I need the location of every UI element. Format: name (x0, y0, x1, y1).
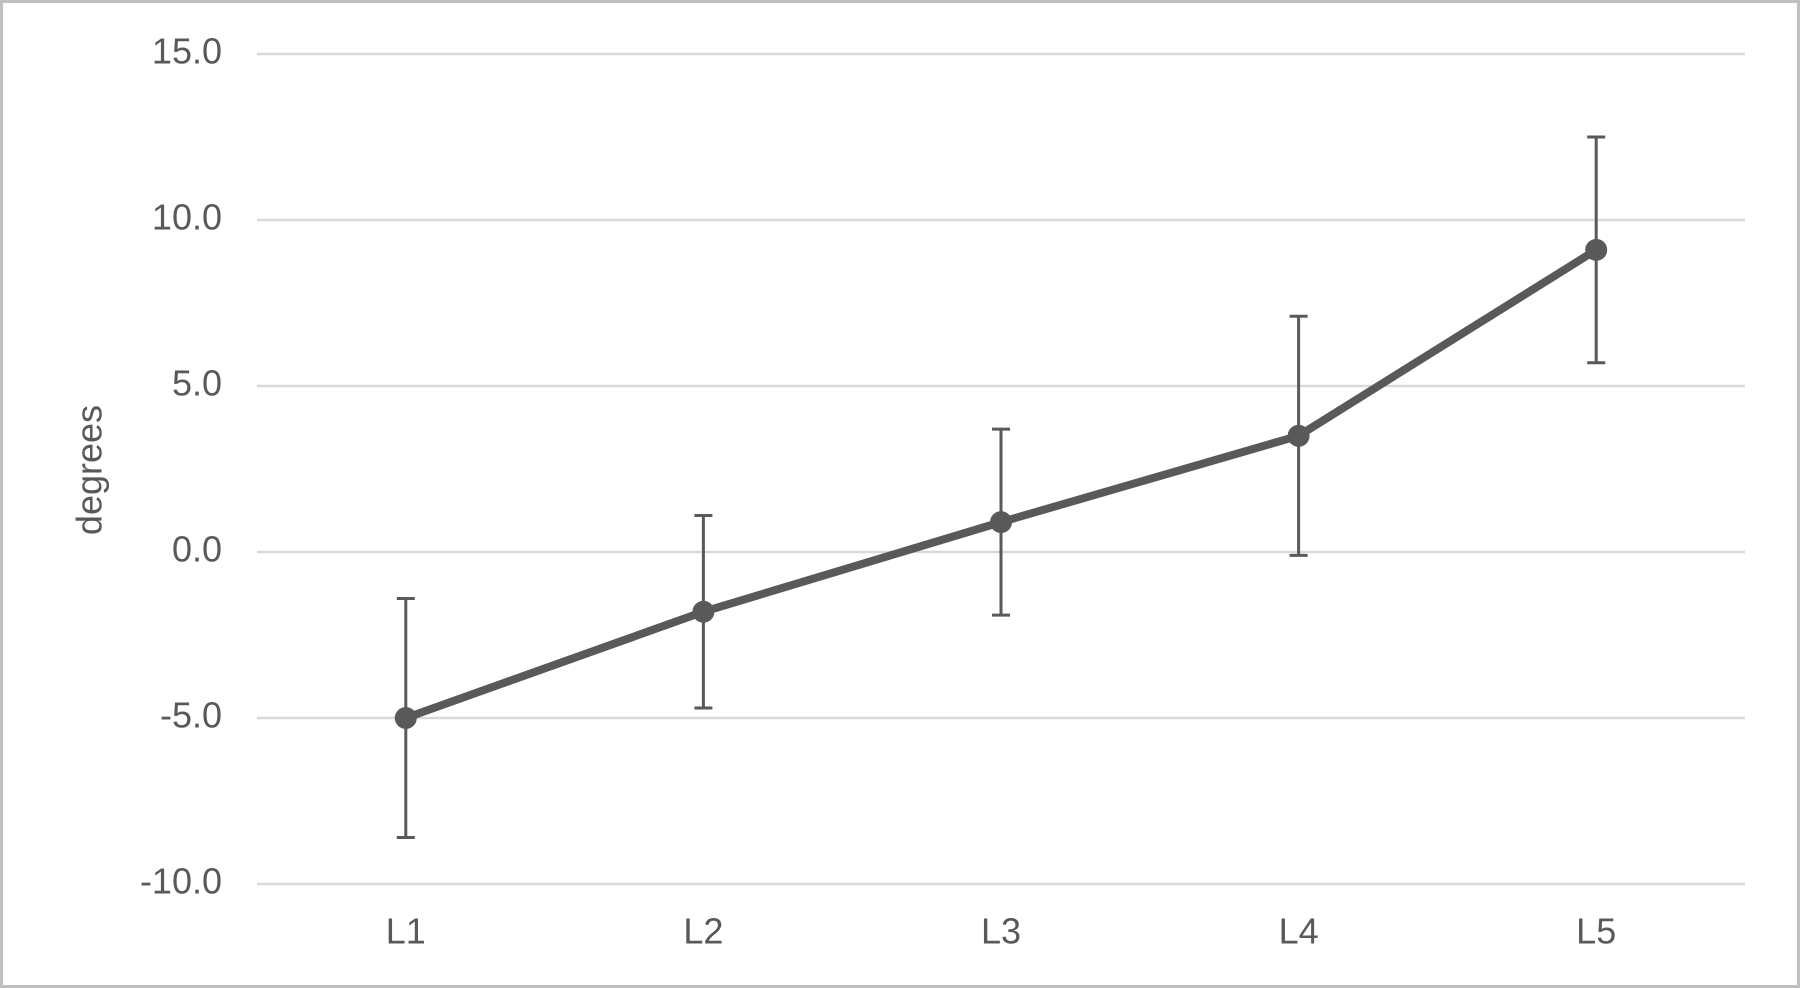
x-tick-label: L2 (683, 911, 723, 952)
y-tick-label: 10.0 (152, 197, 222, 238)
y-tick-label: 5.0 (172, 363, 222, 404)
x-tick-label: L4 (1279, 911, 1319, 952)
data-point (990, 511, 1012, 534)
y-tick-label: 15.0 (152, 31, 222, 72)
data-point (394, 707, 417, 729)
data-point (1585, 238, 1608, 261)
x-tick-label: L5 (1576, 911, 1616, 952)
y-tick-label: -5.0 (160, 695, 222, 736)
x-tick-label: L3 (981, 911, 1021, 952)
data-point (692, 600, 715, 623)
y-tick-label: -10.0 (140, 861, 222, 902)
y-axis-label: degrees (69, 405, 110, 535)
data-point (1287, 424, 1310, 447)
y-tick-label: 0.0 (172, 529, 222, 570)
x-tick-label: L1 (386, 911, 426, 952)
